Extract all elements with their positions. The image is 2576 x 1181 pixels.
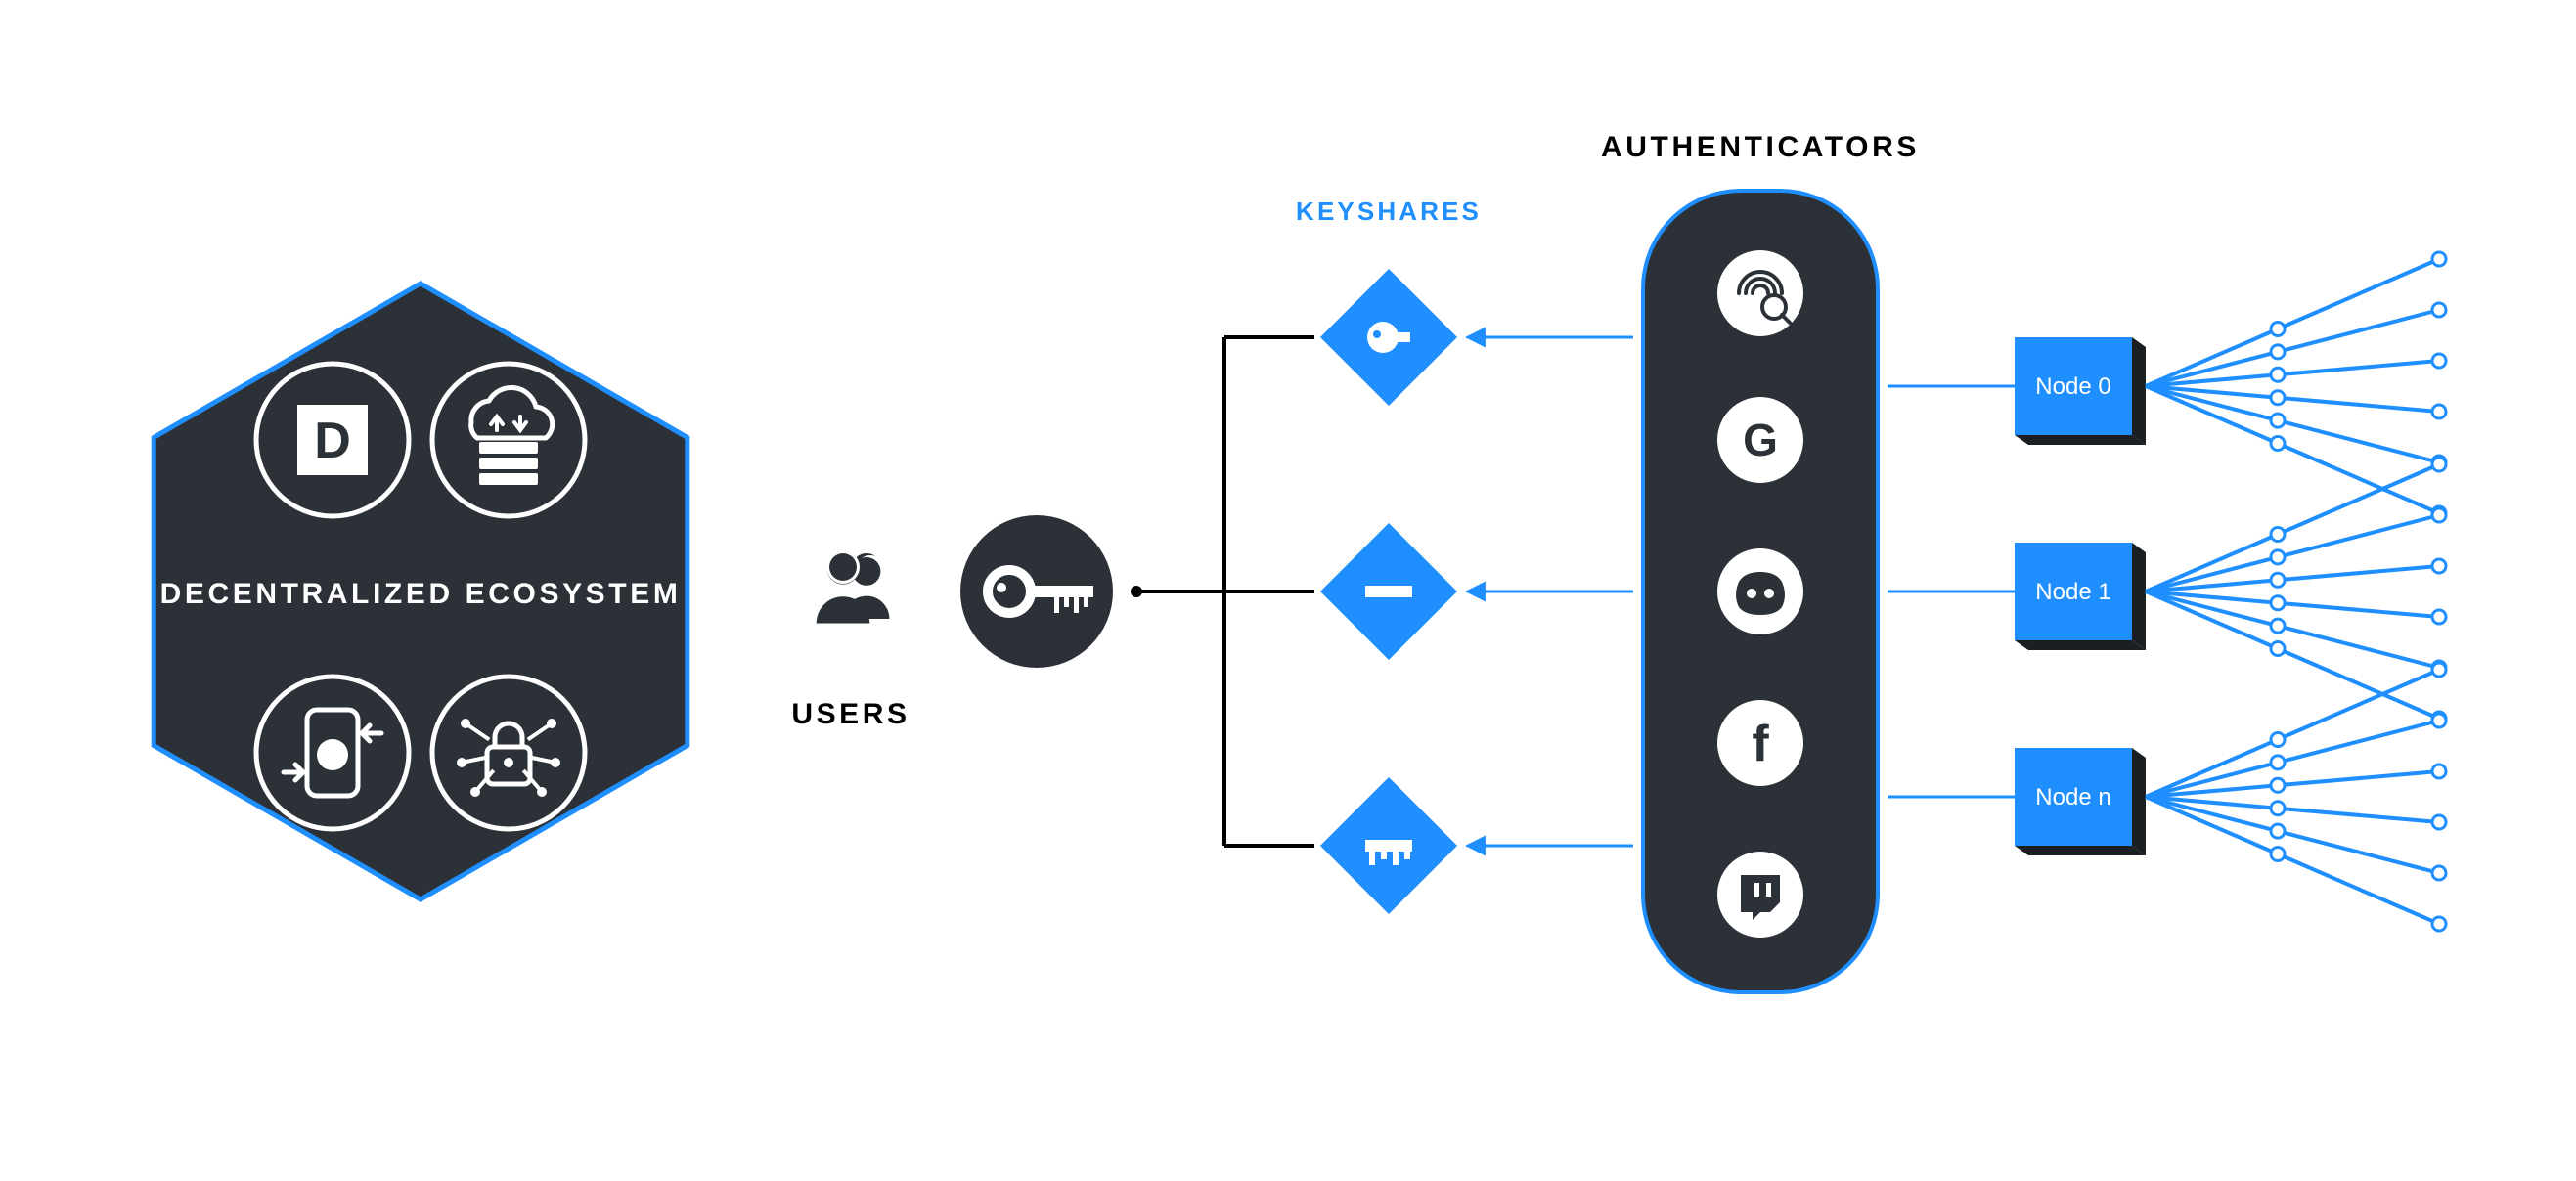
fan-mid-node [2271,414,2285,427]
fan-mid-node [2271,391,2285,405]
fan-end-node [2432,559,2446,573]
fan-end-node [2432,815,2446,829]
fan-mid-node [2271,596,2285,610]
fan-line [2278,649,2439,720]
fan-mid-node [2271,778,2285,792]
discord-icon [1717,548,1803,634]
fan-line [2278,771,2439,785]
fan-end-node [2432,610,2446,624]
network-node: Node 0 [2015,337,2146,445]
fan-end-node [2432,508,2446,522]
fan-line [2278,670,2439,740]
fan-end-node [2432,252,2446,266]
authenticators-label: AUTHENTICATORS [1601,131,1920,163]
fan-line [2278,259,2439,329]
fan-mid-node [2271,733,2285,747]
fan-end-node [2432,458,2446,471]
fan-end-node [2432,866,2446,880]
fan-mid-node [2271,437,2285,451]
fan-mid-node [2271,824,2285,838]
fan-line [2278,515,2439,557]
fan-end-node [2432,917,2446,931]
fan-mid-node [2271,848,2285,861]
fan-mid-node [2271,802,2285,815]
fan-line [2278,854,2439,925]
fan-mid-node [2271,642,2285,656]
network-node: Node n [2015,748,2146,855]
network-node: Node 1 [2015,543,2146,650]
fan-mid-node [2271,573,2285,587]
fan-line [2278,566,2439,580]
fan-end-node [2432,663,2446,677]
facebook-icon: f [1717,700,1803,786]
node-label: Node 0 [2035,373,2110,400]
fan-mid-node [2271,528,2285,542]
keyshare-2 [1320,523,1457,660]
twitch-icon [1717,852,1803,938]
fan-end-node [2432,405,2446,418]
svg-text:f: f [1752,716,1769,772]
users-icon [817,511,896,624]
fan-line [2278,809,2439,822]
fan-mid-node [2271,619,2285,633]
fan-end-node [2432,765,2446,778]
keyshare-1 [1320,269,1457,406]
fan-line [2278,420,2439,462]
fan-line [2278,310,2439,352]
svg-text:G: G [1743,415,1778,465]
node-label: Node 1 [2035,579,2110,605]
fan-line [2278,444,2439,514]
fan-mid-node [2271,323,2285,336]
keyshares-label: KEYSHARES [1296,197,1482,226]
google-icon: G [1717,397,1803,483]
fan-line [2278,831,2439,873]
fan-end-node [2432,354,2446,368]
node-label: Node n [2035,784,2110,810]
fan-line [2278,721,2439,763]
fan-mid-node [2271,756,2285,769]
key-badge [960,515,1113,668]
fan-end-node [2432,714,2446,727]
fingerprint-icon [1717,250,1803,336]
fan-mid-node [2271,368,2285,381]
fan-mid-node [2271,345,2285,359]
keyshare-3 [1320,777,1457,914]
fan-line [2278,603,2439,617]
users-label: USERS [791,698,910,730]
svg-text:D: D [314,413,351,469]
fan-mid-node [2271,550,2285,564]
fan-end-node [2432,303,2446,317]
fan-line [2278,398,2439,412]
fan-line [2278,361,2439,374]
fan-line [2278,626,2439,668]
fan-line [2278,464,2439,535]
hexagon-label: DECENTRALIZED ECOSYSTEM [160,578,682,610]
